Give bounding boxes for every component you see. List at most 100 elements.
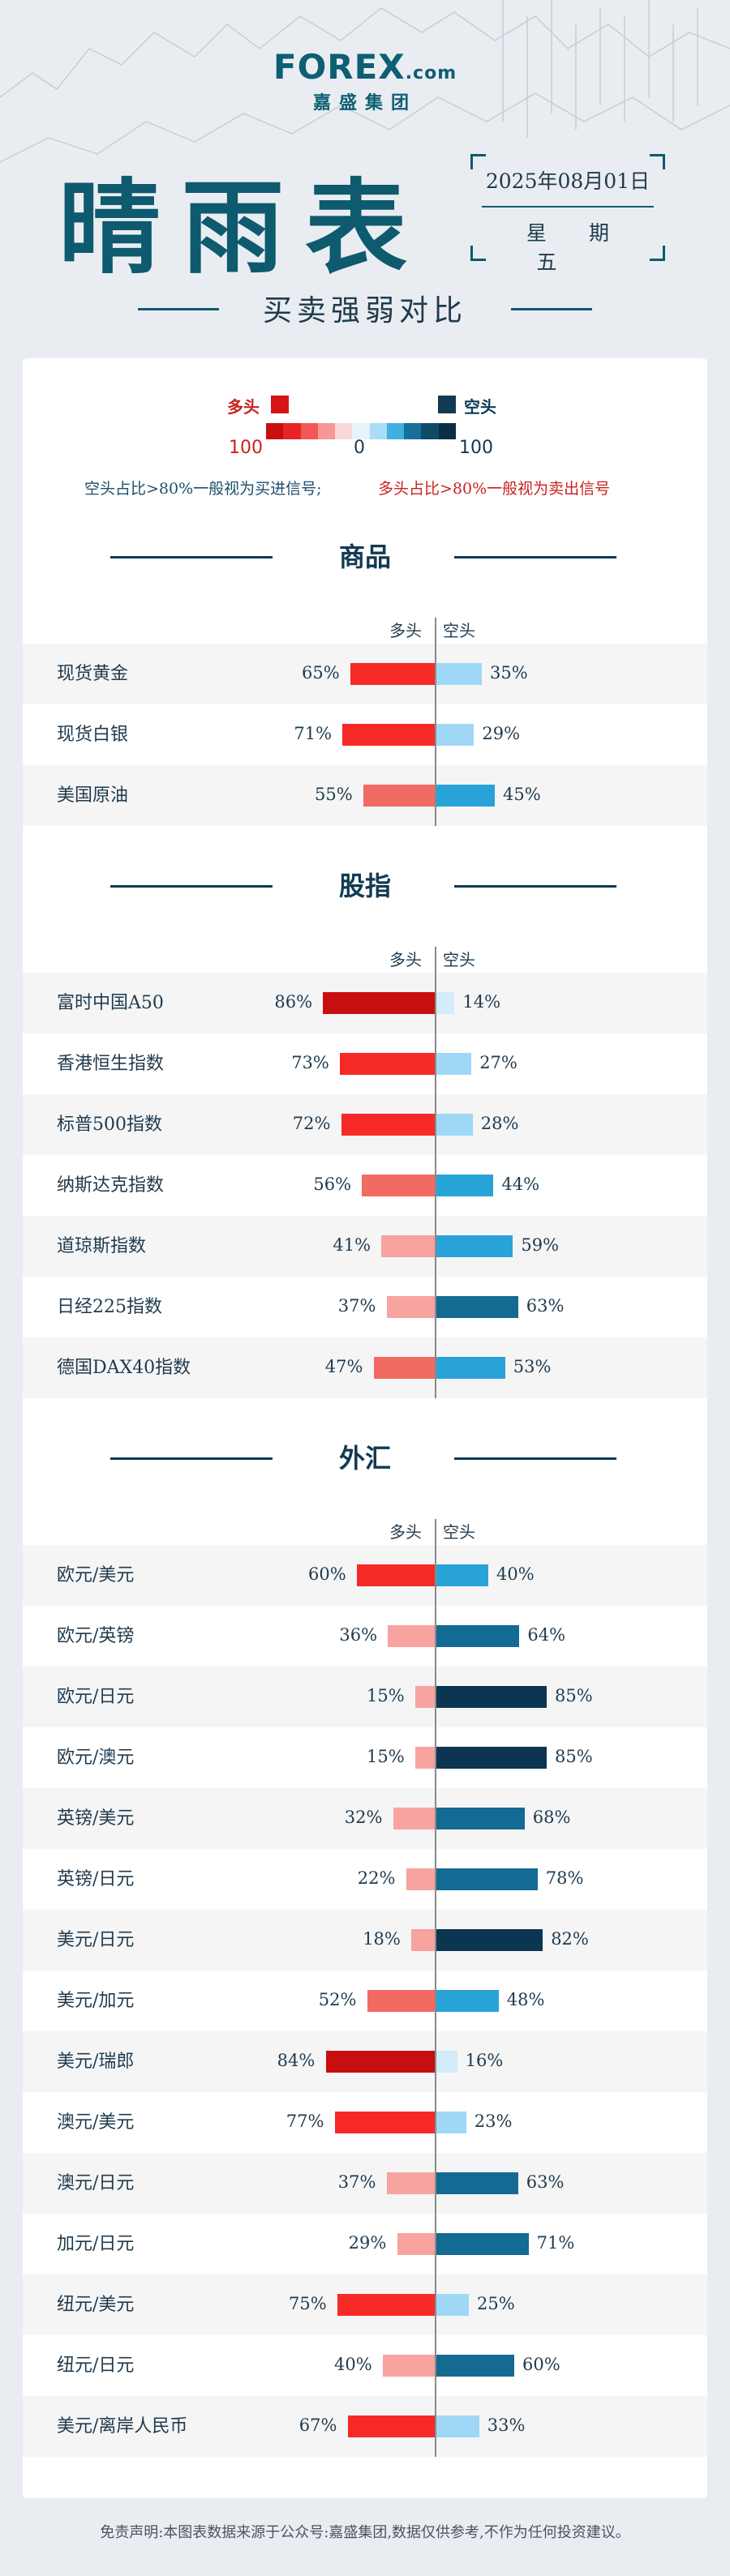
row-label: 美元/加元	[57, 1991, 135, 2011]
short-percent: 82%	[551, 1929, 589, 1949]
date-box: 2025年08月01日 星期五	[470, 154, 665, 274]
row-label: 英镑/日元	[57, 1869, 135, 1889]
row-label: 欧元/英镑	[57, 1626, 135, 1646]
long-percent: 71%	[294, 724, 333, 743]
page-title: 晴雨表	[58, 168, 428, 288]
column-header-short: 空头	[443, 1522, 475, 1542]
scale-left-label: 100	[229, 438, 263, 458]
table-row: 纳斯达克指数	[23, 1155, 707, 1216]
row-label: 美国原油	[57, 785, 129, 806]
row-label: 澳元/美元	[57, 2112, 135, 2133]
column-header-long: 多头	[389, 950, 422, 969]
long-bar	[415, 1686, 435, 1708]
center-axis	[435, 1519, 436, 2457]
table-row: 日经225指数	[23, 1277, 707, 1337]
legend-long-swatch	[271, 396, 289, 413]
scale-segment	[335, 423, 353, 439]
long-bar	[340, 1053, 435, 1075]
table-row: 美元/日元	[23, 1910, 707, 1971]
short-bar	[436, 1296, 518, 1318]
short-bar	[436, 2051, 457, 2073]
long-bar	[406, 1868, 435, 1890]
scale-segment	[283, 423, 301, 439]
long-bar	[350, 663, 435, 685]
center-axis	[435, 618, 436, 826]
logo-wordmark: FOREX.com	[0, 47, 730, 87]
row-label: 美元/日元	[57, 1930, 135, 1950]
note-long-signal: 多头占比>80%一般视为卖出信号	[378, 480, 611, 498]
short-bar	[436, 1175, 494, 1196]
table-row: 纽元/日元	[23, 2335, 707, 2396]
long-bar	[337, 2294, 435, 2316]
short-percent: 16%	[465, 2051, 504, 2070]
long-bar	[341, 1114, 435, 1136]
scale-right-label: 100	[459, 438, 493, 458]
scale-segment	[300, 423, 318, 439]
row-label: 纽元/日元	[57, 2356, 135, 2376]
short-percent: 33%	[487, 2416, 526, 2435]
short-bar	[436, 2233, 529, 2255]
long-bar	[386, 1296, 435, 1318]
table-row: 现货白银	[23, 704, 707, 765]
logo-subtitle: 嘉盛集团	[312, 93, 417, 113]
section-title: 股指	[338, 871, 391, 901]
section-title: 外汇	[338, 1443, 391, 1474]
long-bar	[381, 1235, 435, 1257]
long-bar	[373, 1357, 435, 1379]
scale-segment	[369, 423, 387, 439]
short-bar	[436, 1808, 525, 1829]
scale-segment	[386, 423, 405, 439]
short-bar	[436, 1868, 538, 1890]
brand-logo: FOREX.com 嘉盛集团	[0, 47, 730, 114]
long-bar	[367, 1990, 435, 2012]
short-percent: 71%	[536, 2233, 575, 2253]
long-percent: 32%	[344, 1808, 383, 1827]
short-percent: 85%	[555, 1747, 593, 1766]
section-line-left	[110, 1457, 273, 1460]
short-bar	[436, 1686, 547, 1708]
subtitle: 买卖强弱对比	[262, 294, 467, 327]
row-label: 欧元/日元	[57, 1687, 135, 1707]
section-line-right	[454, 1457, 616, 1460]
long-percent: 52%	[318, 1990, 357, 2009]
short-percent: 45%	[503, 785, 541, 804]
subtitle-line-left	[138, 308, 219, 310]
short-percent: 29%	[482, 724, 521, 743]
long-bar	[393, 1808, 435, 1829]
short-bar	[436, 2355, 514, 2377]
row-label: 日经225指数	[57, 1297, 162, 1317]
short-percent: 27%	[479, 1053, 517, 1072]
long-percent: 37%	[337, 2172, 376, 2192]
table-row: 欧元/英镑	[23, 1606, 707, 1667]
scale-segment	[404, 423, 422, 439]
legend-long-label: 多头	[227, 397, 260, 417]
long-percent: 15%	[367, 1747, 405, 1766]
long-bar	[363, 785, 435, 807]
short-bar	[436, 663, 482, 685]
table-row: 英镑/美元	[23, 1788, 707, 1849]
short-percent: 44%	[501, 1175, 540, 1194]
table-row: 道琼斯指数	[23, 1216, 707, 1277]
section-line-right	[454, 885, 616, 888]
short-percent: 14%	[462, 992, 501, 1012]
column-header-short: 空头	[443, 621, 475, 640]
long-bar	[342, 724, 435, 746]
short-percent: 25%	[477, 2294, 515, 2313]
short-bar	[436, 1235, 513, 1257]
long-percent: 40%	[334, 2355, 372, 2374]
logo-suffix: .com	[405, 63, 457, 83]
table-row: 澳元/日元	[23, 2153, 707, 2214]
scale-segment	[352, 423, 370, 439]
row-label: 现货黄金	[57, 664, 129, 684]
short-bar	[436, 2416, 479, 2437]
row-label: 现货白银	[57, 725, 129, 745]
long-bar	[415, 1747, 435, 1769]
long-bar	[325, 2051, 435, 2073]
table-row: 加元/日元	[23, 2214, 707, 2274]
column-header-long: 多头	[389, 1522, 422, 1542]
legend-short-swatch	[438, 396, 456, 413]
long-percent: 18%	[363, 1929, 401, 1949]
background-chart-lines	[0, 0, 730, 163]
short-percent: 35%	[490, 663, 528, 683]
short-bar	[436, 1625, 520, 1647]
